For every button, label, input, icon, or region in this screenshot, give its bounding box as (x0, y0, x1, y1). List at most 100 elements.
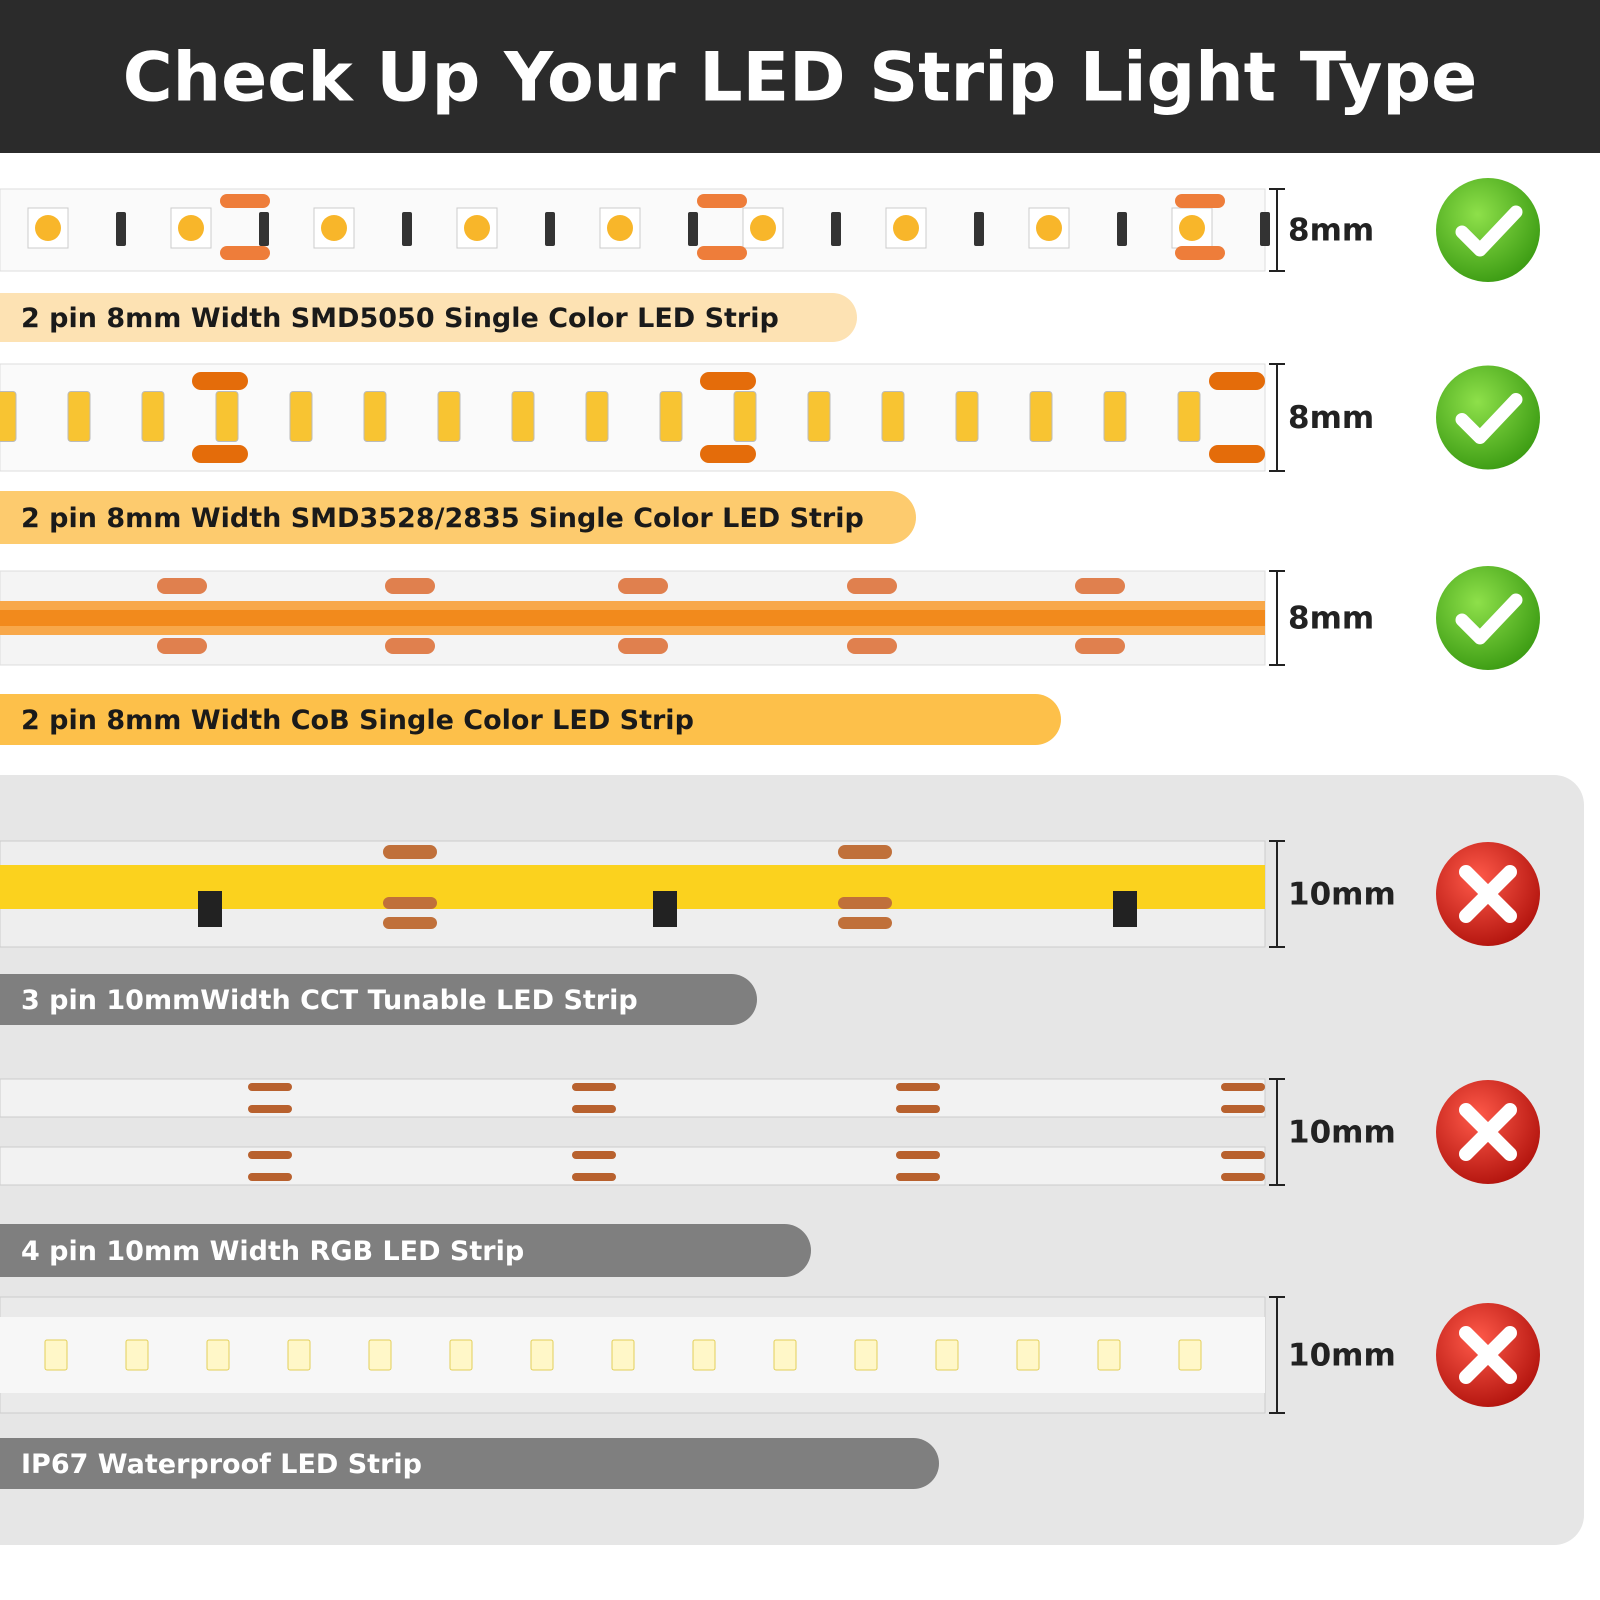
strip-label: 4 pin 10mm Width RGB LED Strip (21, 1236, 524, 1267)
cob-core (0, 610, 1265, 626)
led (511, 391, 535, 442)
led (1016, 1339, 1040, 1371)
led (437, 391, 461, 442)
pad (838, 897, 892, 909)
pad (383, 897, 437, 909)
led (893, 215, 919, 241)
led (141, 391, 165, 442)
cross-mark (1459, 1103, 1517, 1161)
page-title: Check Up Your LED Strip Light Type (123, 39, 1477, 118)
pad (385, 638, 435, 654)
pad (896, 1105, 940, 1113)
pad (248, 1173, 292, 1181)
led (289, 391, 313, 442)
led (206, 1339, 230, 1371)
strip-label: 2 pin 8mm Width SMD3528/2835 Single Colo… (21, 503, 864, 534)
pad (572, 1173, 616, 1181)
check-icon (1436, 178, 1540, 282)
strip-label: 3 pin 10mmWidth CCT Tunable LED Strip (21, 985, 638, 1016)
led (35, 215, 61, 241)
strip-width: 8mm (1288, 400, 1374, 436)
strip-width: 10mm (1288, 877, 1396, 913)
led (1036, 215, 1062, 241)
strip (0, 1146, 1266, 1186)
resistor (259, 212, 269, 246)
strip-label: 2 pin 8mm Width SMD5050 Single Color LED… (21, 303, 779, 334)
led (1177, 391, 1201, 442)
strip-row: 8mm 2 pin 8mm Width SMD3528/2835 Single C… (0, 363, 1540, 544)
led (215, 391, 239, 442)
strip-label: IP67 Waterproof LED Strip (21, 1449, 422, 1480)
strip-width: 10mm (1288, 1338, 1396, 1374)
led (750, 215, 776, 241)
strip (0, 363, 1266, 472)
pad (385, 578, 435, 594)
resistor (402, 212, 412, 246)
pad (700, 372, 756, 390)
led (67, 391, 91, 442)
strip-label: 2 pin 8mm Width CoB Single Color LED Str… (21, 705, 694, 736)
led (1178, 1339, 1202, 1371)
led (854, 1339, 878, 1371)
pad (192, 372, 248, 390)
pad (1221, 1105, 1265, 1113)
led (368, 1339, 392, 1371)
led (449, 1339, 473, 1371)
led (955, 391, 979, 442)
pad (618, 638, 668, 654)
led (733, 391, 757, 442)
pad (697, 194, 747, 208)
led (44, 1339, 68, 1371)
check-icon (1436, 566, 1540, 670)
chip (1113, 891, 1137, 927)
pad (1221, 1151, 1265, 1159)
pad (157, 638, 207, 654)
strip (0, 1078, 1266, 1118)
pad (896, 1173, 940, 1181)
strip-width: 8mm (1288, 601, 1374, 637)
strip-row: 8mm 2 pin 8mm Width CoB Single Color LED … (0, 566, 1540, 745)
led (659, 391, 683, 442)
label-bar (0, 1438, 939, 1489)
led (1179, 215, 1205, 241)
pad (838, 845, 892, 859)
led (1097, 1339, 1121, 1371)
pad (157, 578, 207, 594)
pad (248, 1151, 292, 1159)
check-icon (1436, 365, 1540, 470)
label-bar (0, 974, 757, 1025)
led (363, 391, 387, 442)
pad (1209, 372, 1265, 390)
led (692, 1339, 716, 1371)
led (807, 391, 831, 442)
led (611, 1339, 635, 1371)
led (935, 1339, 959, 1371)
label-bar (0, 1224, 811, 1277)
pad (700, 445, 756, 463)
rows: 8mm 2 pin 8mm Width SMD5050 Single Color … (0, 178, 1540, 1489)
pad (896, 1083, 940, 1091)
pad (383, 917, 437, 929)
pad (1075, 578, 1125, 594)
led (1103, 391, 1127, 442)
chip (653, 891, 677, 927)
check-mark (1455, 593, 1523, 645)
pad (618, 578, 668, 594)
cross-mark (1459, 865, 1517, 923)
pad (1175, 194, 1225, 208)
pad (1221, 1083, 1265, 1091)
resistor (1260, 212, 1270, 246)
led (881, 391, 905, 442)
pad (1209, 445, 1265, 463)
strip-row: 10mm IP67 Waterproof LED Strip (0, 1296, 1540, 1489)
led (1029, 391, 1053, 442)
resistor (116, 212, 126, 246)
pad (1075, 638, 1125, 654)
resistor (1117, 212, 1127, 246)
pad (572, 1083, 616, 1091)
strip-width: 8mm (1288, 213, 1374, 249)
pad (896, 1151, 940, 1159)
led (287, 1339, 311, 1371)
